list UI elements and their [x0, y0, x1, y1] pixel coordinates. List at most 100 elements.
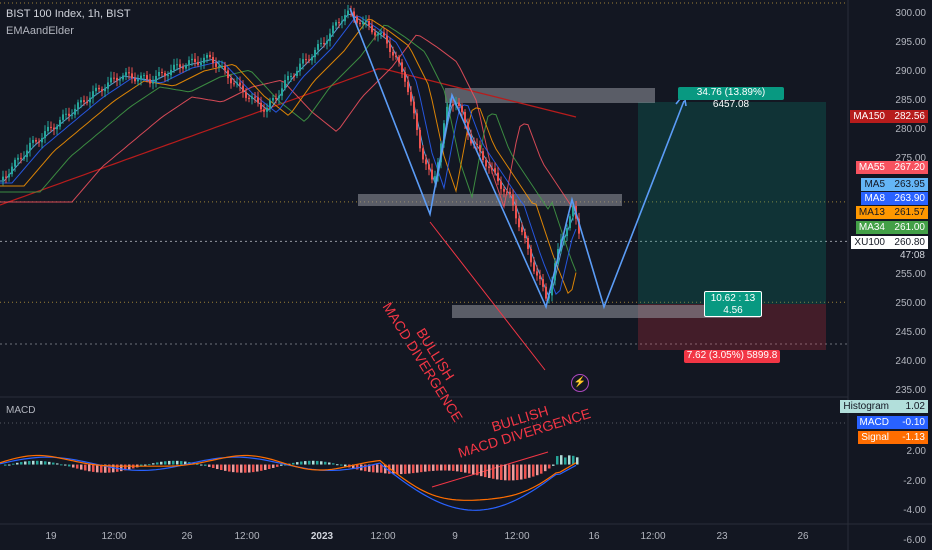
- macd-tag-histogram[interactable]: Histogram 1.02: [840, 400, 928, 413]
- candle-body: [401, 62, 403, 73]
- macd-tag-macd[interactable]: MACD -0.10: [856, 416, 928, 429]
- candle-body: [56, 126, 58, 130]
- macd-tag-name: MACD: [856, 416, 892, 429]
- macd-histogram-bar: [472, 464, 475, 475]
- macd-histogram-bar: [320, 461, 323, 465]
- candle-body: [524, 232, 526, 239]
- price-tick-label: 285.00: [895, 95, 926, 106]
- macd-histogram-bar: [32, 460, 35, 465]
- macd-histogram-bar: [216, 464, 219, 470]
- ma-tag-name: MA34: [855, 221, 888, 234]
- candle-body: [485, 160, 487, 167]
- macd-histogram-bar: [364, 464, 367, 472]
- candle-body: [491, 167, 493, 169]
- pattern-zigzag: [349, 7, 685, 310]
- macd-histogram-bar: [8, 464, 11, 466]
- candle-body: [521, 227, 523, 233]
- macd-histogram-bar: [16, 462, 19, 465]
- macd-histogram-bar: [268, 464, 271, 469]
- candle-body: [467, 122, 469, 136]
- candle-body: [251, 96, 253, 99]
- candle-body: [167, 75, 169, 77]
- macd-histogram-bar: [452, 464, 455, 471]
- macd-histogram-bar: [336, 464, 339, 466]
- ma-tag-ma8[interactable]: MA8 263.90: [861, 192, 928, 205]
- candle-body: [386, 35, 388, 44]
- ma-line: [0, 18, 577, 295]
- candle-body: [428, 164, 430, 170]
- candle-body: [245, 92, 247, 98]
- candle-body: [50, 126, 52, 128]
- candle-body: [509, 191, 511, 195]
- candle-body: [116, 77, 118, 81]
- price-tick-label: 250.00: [895, 298, 926, 309]
- candle-body: [101, 89, 103, 92]
- candle-body: [305, 59, 307, 61]
- macd-histogram-bar: [36, 460, 39, 465]
- candle-body: [443, 123, 445, 144]
- candle-body: [182, 67, 184, 69]
- candle-body: [17, 157, 19, 160]
- time-tick-label: 19: [45, 531, 57, 542]
- macd-pane-label[interactable]: MACD: [6, 405, 36, 416]
- macd-tag-signal[interactable]: Signal -1.13: [858, 431, 928, 444]
- lightning-icon[interactable]: ⚡: [571, 374, 589, 392]
- macd-histogram-bar: [332, 463, 335, 465]
- macd-histogram-bar: [576, 457, 579, 465]
- price-tick-label: 245.00: [895, 327, 926, 338]
- ma-tag-xu100[interactable]: XU100 260.80: [851, 236, 928, 249]
- macd-histogram-bar: [60, 464, 63, 466]
- candle-body: [326, 40, 328, 44]
- macd-histogram-bar: [300, 461, 303, 465]
- candle-body: [419, 129, 421, 149]
- candle-body: [242, 85, 244, 93]
- candle-body: [488, 166, 490, 168]
- candle-body: [257, 97, 259, 103]
- candle-body: [41, 138, 43, 143]
- macd-histogram-bar: [504, 464, 507, 481]
- ma-line: [0, 15, 577, 295]
- ma-tag-ma5[interactable]: MA5 263.95: [861, 178, 928, 191]
- macd-histogram-bar: [256, 464, 259, 472]
- indicator-name[interactable]: EMAandElder: [6, 25, 74, 37]
- target-label[interactable]: 34.76 (13.89%) 6457.08: [678, 87, 784, 110]
- candle-body: [143, 75, 145, 77]
- candle-body: [44, 131, 46, 139]
- candle-body: [335, 22, 337, 26]
- candle-body: [503, 188, 505, 192]
- macd-histogram-bar: [248, 464, 251, 473]
- macd-histogram-bar: [144, 464, 147, 466]
- entry-label[interactable]: 10.62 : 13 4.56: [704, 291, 762, 317]
- ma-tag-ma34[interactable]: MA34 261.00: [855, 221, 928, 234]
- candle-body: [389, 43, 391, 52]
- ma-line: [0, 34, 577, 214]
- candle-body: [314, 49, 316, 58]
- candle-body: [38, 141, 40, 143]
- ma-tag-ma13[interactable]: MA13 261.57: [855, 206, 928, 219]
- candle-body: [545, 286, 547, 299]
- candle-body: [11, 166, 13, 175]
- macd-histogram-bar: [480, 464, 483, 477]
- macd-histogram-bar: [388, 464, 391, 474]
- price-tick-label: 290.00: [895, 66, 926, 77]
- candle-body: [410, 92, 412, 102]
- macd-histogram-bar: [20, 462, 23, 465]
- candle-body: [32, 139, 34, 143]
- candle-body: [239, 82, 241, 86]
- ma-tag-ma150[interactable]: MA150 282.56: [850, 110, 928, 123]
- candle-body: [413, 101, 415, 114]
- candle-body: [188, 60, 190, 66]
- time-tick-label: 2023: [310, 531, 334, 542]
- ma-tag-name: MA150: [850, 110, 888, 123]
- macd-histogram-bar: [528, 464, 531, 478]
- candle-body: [482, 151, 484, 161]
- stop-label[interactable]: 7.62 (3.05%) 5899.8: [684, 350, 780, 363]
- macd-tick-label: -4.00: [903, 505, 926, 516]
- ma-tag-ma55[interactable]: MA55 267.20: [855, 161, 928, 174]
- candle-body: [398, 57, 400, 63]
- macd-tag-name: Histogram: [840, 400, 892, 413]
- candle-body: [89, 97, 91, 103]
- macd-histogram-bar: [316, 460, 319, 465]
- ma-line: [0, 24, 577, 272]
